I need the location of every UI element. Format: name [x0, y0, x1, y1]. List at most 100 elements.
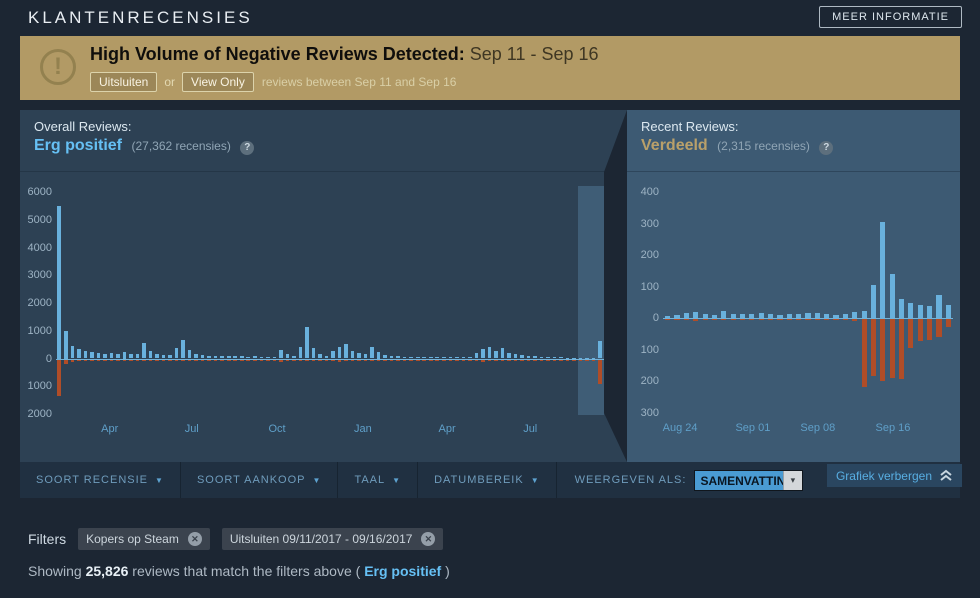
negative-bar — [213, 359, 218, 361]
negative-bar — [674, 319, 680, 321]
positive-bar — [57, 205, 62, 359]
filter-tag-exclude-range: Uitsluiten 09/11/2017 - 09/16/2017 ✕ — [221, 528, 444, 550]
filter-dropdown-review-type[interactable]: SOORT RECENSIE ▼ — [20, 462, 181, 498]
positive-bar — [917, 305, 923, 319]
negative-bar — [526, 359, 531, 361]
filter-dropdown-language[interactable]: TAAL ▼ — [338, 462, 419, 498]
positive-bar — [889, 274, 895, 319]
positive-bar — [565, 357, 570, 359]
chevron-down-icon: ▼ — [312, 475, 322, 485]
chevron-down-icon: ▼ — [530, 475, 540, 485]
negative-bar — [861, 319, 867, 388]
alert-title-text: High Volume of Negative Reviews Detected… — [90, 44, 465, 64]
filter-dropdown-date-range[interactable]: DATUMBEREIK ▼ — [418, 462, 557, 498]
positive-bar — [448, 357, 453, 359]
x-axis-tick-label: Sep 16 — [875, 422, 911, 434]
positive-bar — [481, 349, 485, 359]
active-filters-row: Filters Kopers op Steam ✕ Uitsluiten 09/… — [28, 528, 455, 550]
positive-bar — [213, 355, 218, 359]
negative-bar — [298, 359, 303, 361]
review-filter-bar: SOORT RECENSIE ▼ SOORT AANKOOP ▼ TAAL ▼ … — [20, 462, 960, 498]
overall-heading: Overall Reviews: — [34, 119, 132, 134]
recent-reviews-chart: 400 300 200 100 0 100 200 300 Aug 24 Sep 01 Sep 08… — [641, 186, 953, 434]
negative-bar — [461, 359, 466, 361]
positive-bar — [665, 315, 671, 319]
positive-bar — [109, 352, 114, 359]
display-as-select[interactable]: SAMENVATTING ▾ — [694, 469, 804, 491]
exclude-button[interactable]: Uitsluiten — [90, 72, 158, 92]
y-axis-tick-label: 5000 — [27, 213, 52, 226]
negative-bar — [578, 359, 583, 361]
help-icon[interactable]: ? — [819, 141, 834, 155]
alert-title: High Volume of Negative Reviews Detected… — [90, 44, 599, 65]
or-text: or — [164, 75, 176, 89]
positive-bar — [96, 353, 101, 359]
negative-bar — [786, 319, 792, 321]
close-icon[interactable]: ✕ — [421, 532, 436, 546]
negative-bar — [552, 359, 557, 361]
positive-bar — [526, 355, 531, 359]
positive-bar — [880, 221, 886, 319]
positive-bar — [318, 354, 322, 359]
negative-bar — [396, 359, 400, 361]
negative-bar — [927, 319, 933, 340]
y-axis-tick-label: 2000 — [27, 408, 52, 420]
positive-bar — [908, 303, 914, 319]
chevron-down-icon: ▼ — [392, 475, 402, 485]
negative-bar — [448, 359, 453, 361]
positive-bar — [142, 342, 146, 359]
help-icon[interactable]: ? — [240, 141, 255, 155]
negative-bar — [721, 319, 727, 321]
negative-bar — [57, 359, 62, 396]
positive-bar — [824, 313, 830, 319]
y-axis-tick-label: 4000 — [27, 241, 52, 254]
more-info-button[interactable]: MEER INFORMATIE — [819, 6, 962, 28]
negative-bar — [683, 319, 689, 321]
negative-bar — [693, 319, 699, 321]
filter-tag-label: Uitsluiten 09/11/2017 - 09/16/2017 — [229, 532, 413, 546]
positive-bar — [585, 357, 589, 359]
positive-bar — [598, 341, 602, 359]
filter-dropdown-purchase-type[interactable]: SOORT AANKOOP ▼ — [181, 462, 339, 498]
negative-bar — [187, 359, 192, 361]
positive-bar — [181, 340, 185, 359]
positive-bar — [513, 354, 518, 359]
positive-bar — [572, 357, 576, 359]
hide-graph-button[interactable]: Grafiek verbergen — [826, 464, 962, 487]
negative-bar — [318, 359, 322, 361]
negative-bar — [116, 359, 120, 361]
view-only-button[interactable]: View Only — [182, 72, 254, 92]
x-axis-tick-label: Apr — [438, 423, 456, 435]
positive-bar — [77, 348, 81, 359]
positive-bar — [749, 313, 755, 319]
negative-bar — [428, 359, 433, 361]
negative-bar — [142, 359, 146, 361]
negative-bar — [70, 359, 75, 362]
positive-bar — [324, 355, 329, 359]
positive-bar — [226, 355, 231, 359]
positive-bar — [533, 356, 537, 359]
positive-bar — [252, 356, 257, 359]
negative-bar — [898, 319, 905, 380]
x-axis-tick-label: Jul — [523, 423, 538, 435]
negative-bar — [474, 359, 479, 361]
negative-bar — [455, 359, 459, 361]
positive-bar — [239, 356, 244, 359]
positive-bar — [927, 306, 933, 319]
positive-bar — [194, 354, 198, 359]
overall-reviews-chart: 6000 5000 4000 3000 2000 1000 0 1000 2000 Apr Jul O… — [28, 186, 610, 435]
close-icon[interactable]: ✕ — [187, 532, 202, 546]
y-axis-tick-label: 2000 — [27, 297, 52, 309]
positive-bar — [298, 346, 303, 359]
positive-bar — [285, 354, 290, 359]
negative-bar — [604, 359, 609, 363]
positive-bar — [604, 355, 609, 359]
negative-bar — [279, 359, 283, 362]
double-chevron-up-icon — [940, 469, 952, 481]
filters-label: Filters — [28, 531, 67, 547]
negative-bar — [917, 319, 923, 342]
negative-bar — [233, 359, 238, 361]
y-axis-tick-label: 200 — [640, 249, 659, 262]
negative-bar — [305, 359, 309, 362]
positive-bar — [148, 351, 153, 359]
